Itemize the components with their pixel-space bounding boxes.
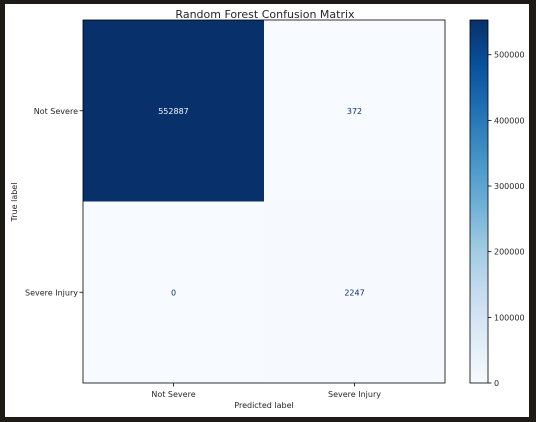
chart-title: Random Forest Confusion Matrix (175, 8, 355, 21)
cell-value-label: 372 (347, 107, 362, 116)
y-axis-ticks: Not Severe Severe Injury (25, 107, 83, 297)
y-axis-label: True label (10, 183, 19, 223)
x-axis-ticks: Not Severe Severe Injury (151, 383, 381, 399)
figure: Random Forest Confusion Matrix 552887 372… (5, 4, 529, 417)
y-tick-label: Not Severe (34, 107, 78, 116)
matrix-cell (83, 201, 264, 383)
plot-frame (82, 19, 446, 384)
matrix-cell-labels: 552887 372 0 2247 (158, 107, 364, 298)
colorbar-ticks: 0 100000 200000 300000 400000 500000 (488, 51, 525, 388)
x-tick-label: Not Severe (151, 390, 195, 399)
cell-value-label: 552887 (158, 107, 189, 116)
y-tick-label: Severe Injury (25, 288, 78, 297)
colorbar-tick-label: 100000 (494, 313, 525, 322)
matrix-cells (83, 20, 445, 383)
confusion-matrix-chart: Random Forest Confusion Matrix 552887 372… (10, 8, 525, 410)
matrix-cell (264, 20, 445, 202)
colorbar-tick-label: 300000 (494, 182, 525, 191)
colorbar-tick-label: 500000 (494, 51, 525, 60)
cell-value-label: 0 (171, 288, 176, 297)
colorbar (469, 19, 489, 384)
cell-value-label: 2247 (344, 288, 364, 297)
matrix-cell (264, 201, 445, 383)
colorbar-tick-label: 400000 (494, 116, 525, 125)
matrix-cell (83, 20, 264, 202)
x-tick-label: Severe Injury (328, 390, 381, 399)
x-axis-label: Predicted label (234, 401, 293, 410)
colorbar-tick-label: 200000 (494, 248, 525, 257)
colorbar-tick-label: 0 (494, 379, 499, 388)
